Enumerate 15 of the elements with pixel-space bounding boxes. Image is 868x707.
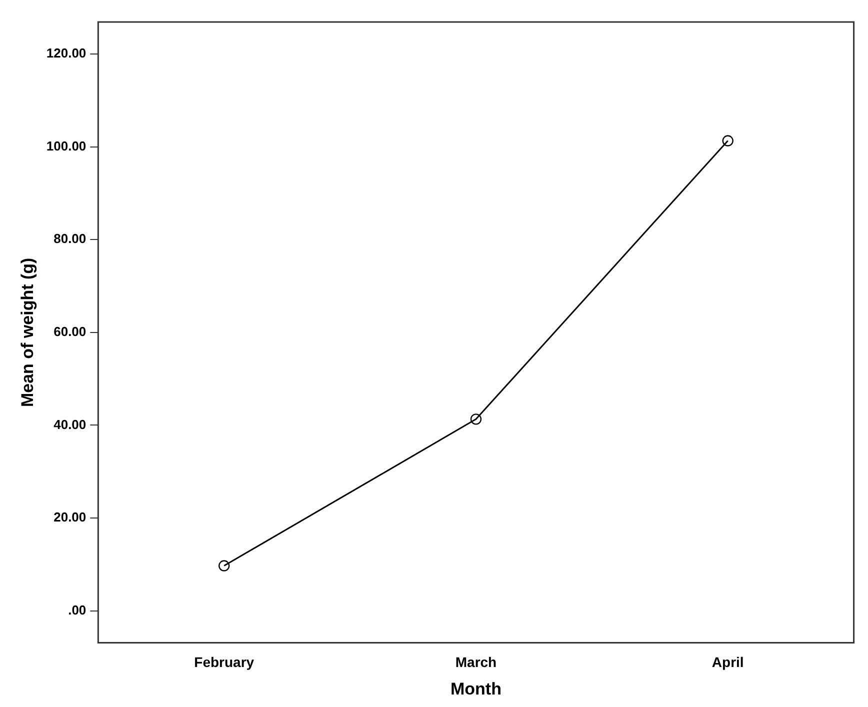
x-axis-title: Month — [450, 679, 502, 698]
point — [218, 560, 230, 572]
y-tick-label: .00 — [68, 602, 86, 618]
y-tick-label: 120.00 — [46, 46, 86, 61]
y-axis-title: Mean of weight (g) — [18, 258, 37, 408]
point — [470, 414, 482, 425]
y-tick-label: 80.00 — [54, 231, 86, 246]
y-tick-label: 60.00 — [54, 324, 86, 339]
point — [722, 135, 734, 146]
y-tick-label: 40.00 — [54, 416, 86, 432]
x-tick-label: April — [712, 654, 744, 670]
x-tick-label: February — [194, 654, 254, 670]
x-tick-label: March — [455, 654, 497, 670]
y-tick-label: 100.00 — [46, 138, 86, 154]
y-tick-label: 20.00 — [54, 510, 86, 525]
